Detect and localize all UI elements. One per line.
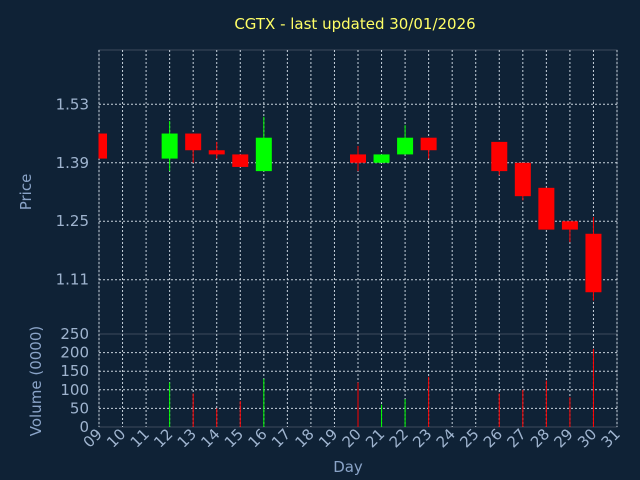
x-tick-label: 21 [362,425,388,451]
x-tick-label: 27 [503,425,529,451]
candle-body [185,133,202,151]
x-tick-label: 24 [433,425,459,451]
x-tick-label: 16 [244,425,270,451]
x-tick-label: 29 [551,425,577,451]
candle-body [514,162,531,197]
price-tick-label: 1.25 [56,212,89,230]
x-tick-label: 19 [315,425,341,451]
candle [561,221,578,243]
candle [255,116,272,172]
x-tick-label: 28 [527,425,553,451]
x-axis: 0910111213141516171819202122232425262728… [80,425,624,451]
candle [585,217,602,301]
x-tick-label: 30 [574,425,600,451]
x-tick-label: 25 [456,425,482,451]
price-tick-label: 1.11 [56,271,89,289]
candle [232,154,249,167]
volume-tick-label: 50 [70,399,89,417]
x-axis-label: Day [333,458,363,476]
candle [538,187,555,230]
candle [208,141,225,159]
x-tick-label: 31 [598,425,624,451]
x-tick-label: 23 [409,425,435,451]
candle-body [491,141,508,172]
candle [373,154,390,163]
candle [420,137,437,159]
volume-axis-label: Volume (0000) [27,326,45,436]
x-tick-label: 13 [174,425,200,451]
x-tick-label: 22 [386,425,412,451]
candle-body [561,221,578,230]
candle [491,141,508,176]
volume-tick-label: 100 [60,381,89,399]
candle-body [255,137,272,172]
x-tick-label: 11 [127,425,153,451]
candle-body [99,133,107,159]
candle-body [161,133,178,159]
x-tick-label: 15 [221,425,247,451]
candle-body [585,233,602,293]
x-tick-label: 12 [150,425,176,451]
candle-body [350,154,366,163]
chart-title: CGTX - last updated 30/01/2026 [234,15,475,33]
candle-body [538,187,555,230]
candle [514,162,531,201]
volume-tick-label: 250 [60,325,89,343]
volume-tick-label: 150 [60,362,89,380]
price-panel: 1.53 1.39 1.25 1.11 [56,49,618,335]
x-tick-label: 18 [292,425,318,451]
candle-body [232,154,249,167]
candle [98,133,107,159]
candle-body [420,137,437,151]
candle-body [397,137,414,155]
candle-body [373,154,390,163]
candle [397,125,414,155]
candle [185,133,202,163]
x-tick-label: 17 [268,425,294,451]
x-tick-label: 20 [339,425,365,451]
price-tick-label: 1.53 [56,95,89,113]
candle [161,121,178,172]
x-tick-label: 10 [103,425,129,451]
x-tick-label: 26 [480,425,506,451]
x-tick-label: 14 [197,425,223,451]
volume-tick-label: 200 [60,344,89,362]
price-tick-label: 1.39 [56,154,89,172]
candle [350,146,366,172]
volume-tick-label: 0 [79,418,89,436]
candle-body [208,150,225,155]
price-axis-label: Price [17,174,35,211]
